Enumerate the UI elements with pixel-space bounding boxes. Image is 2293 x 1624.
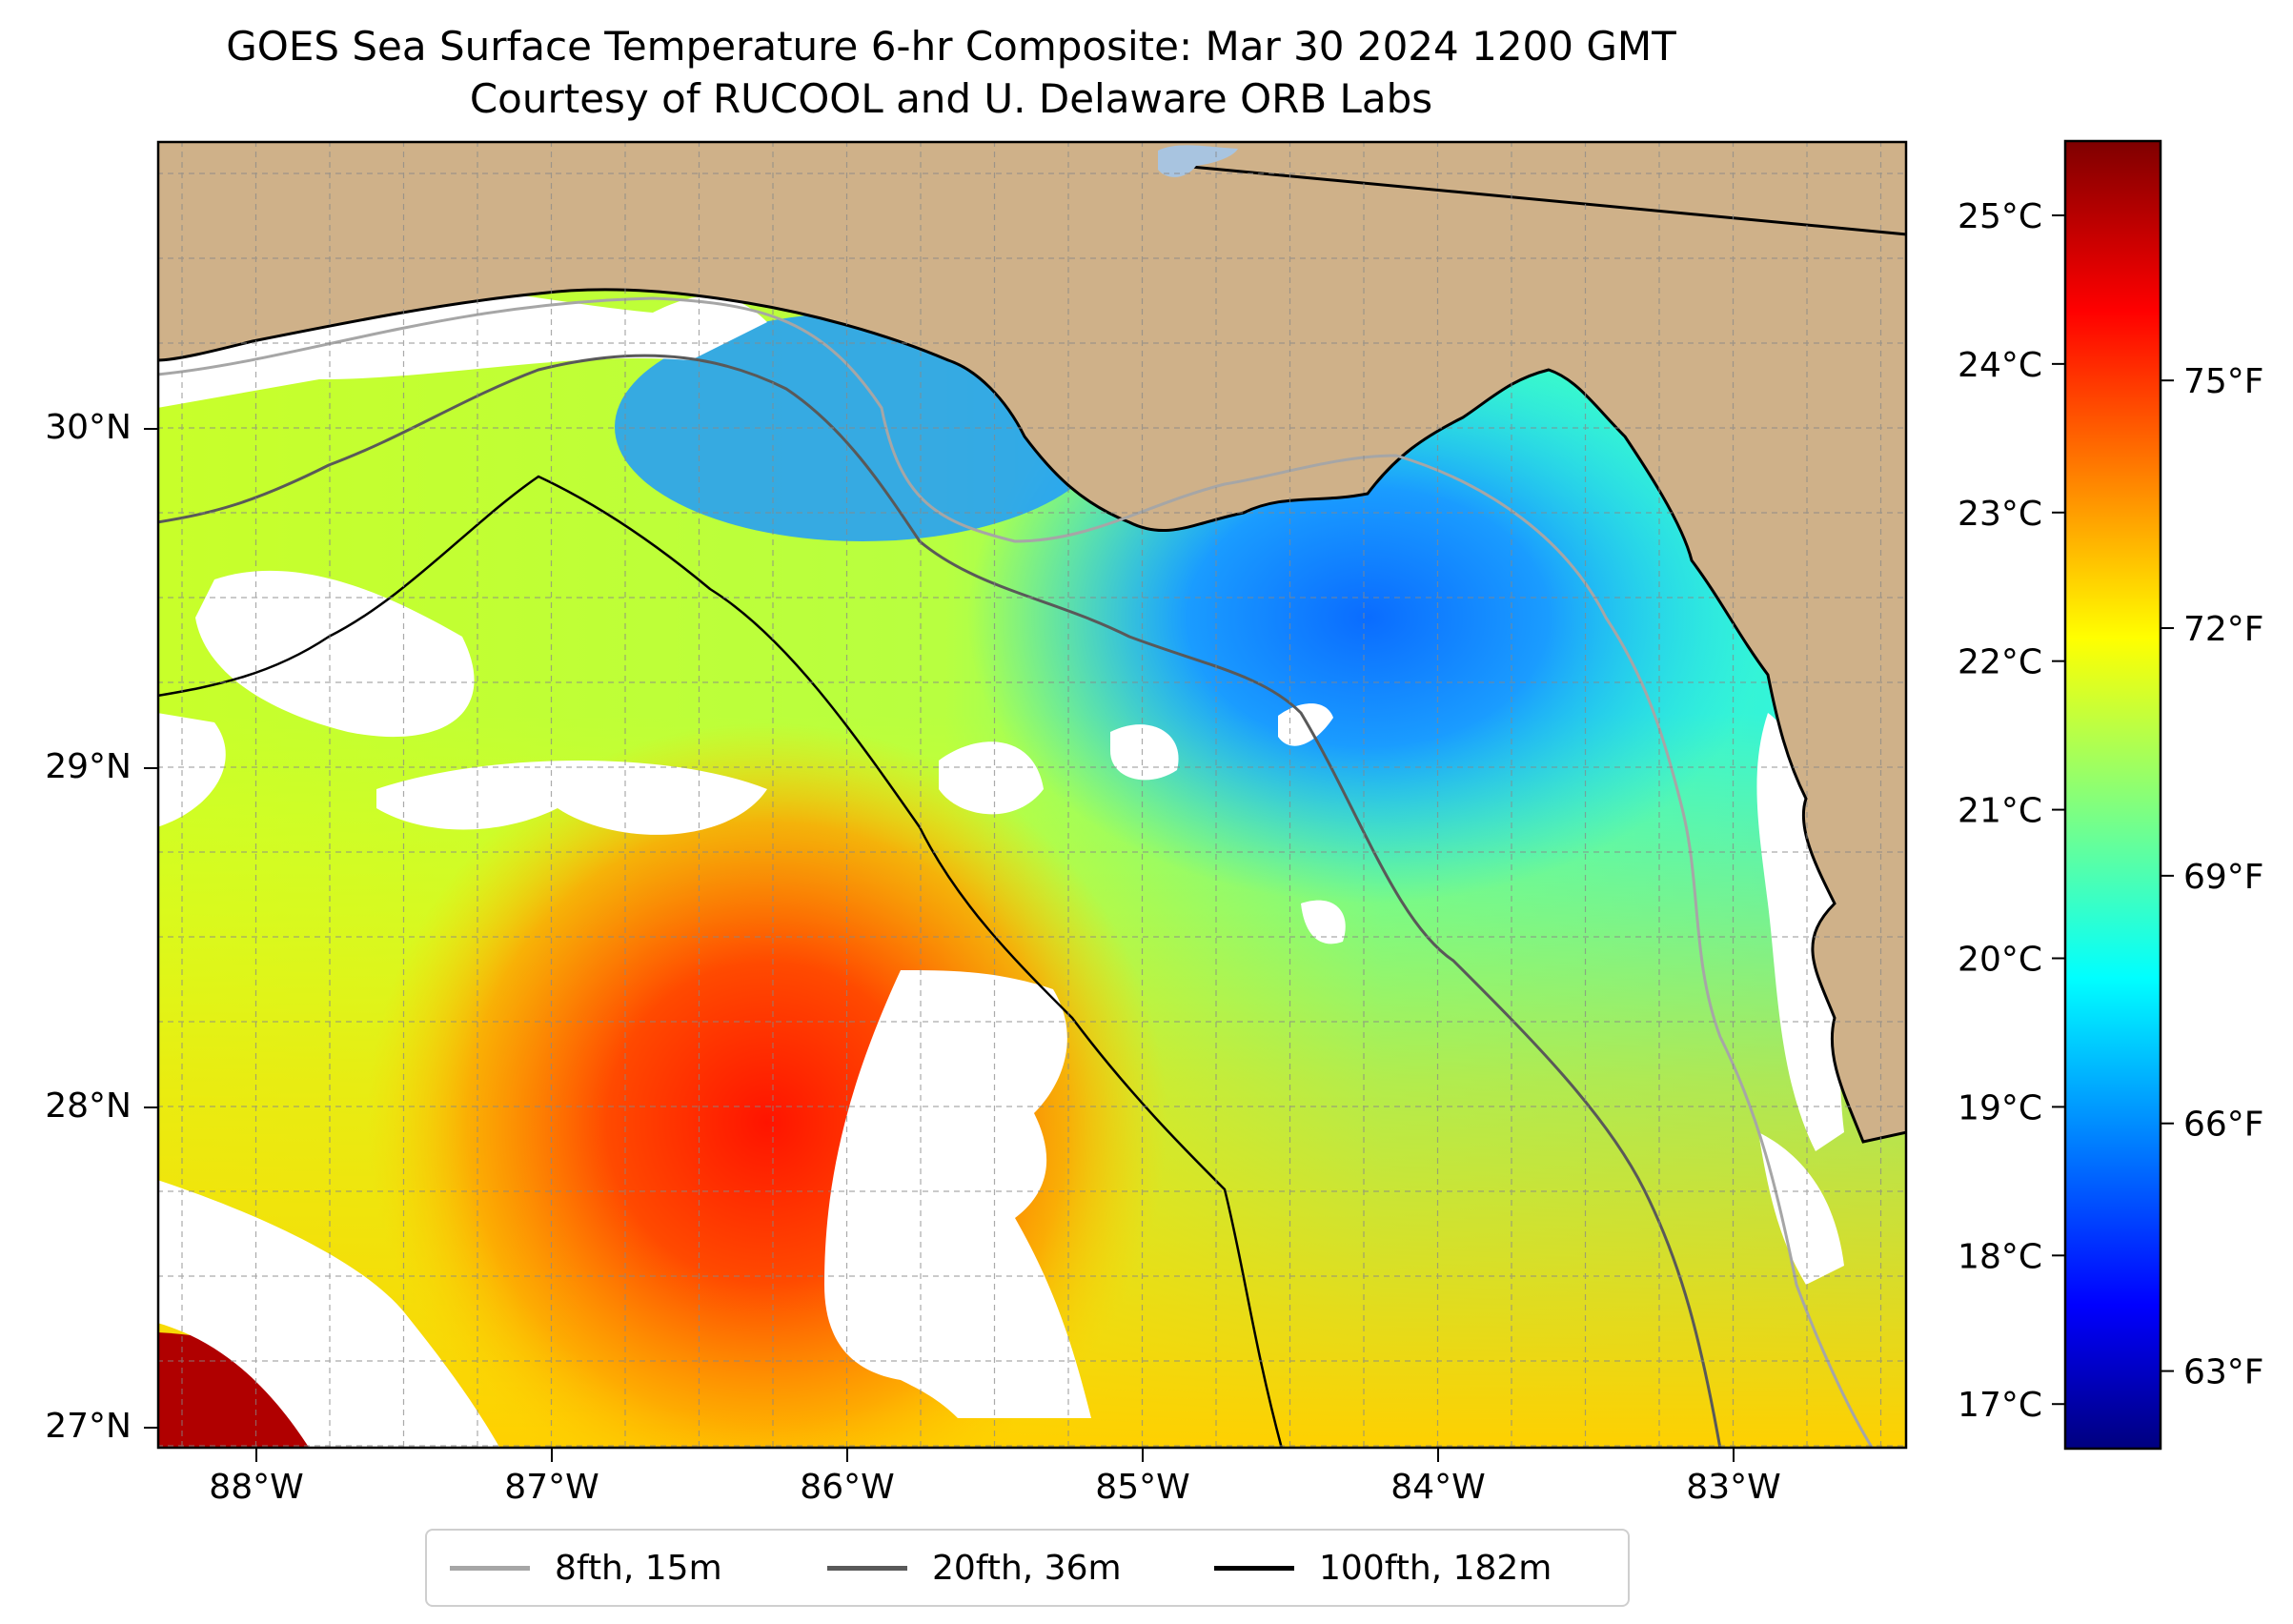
lat-label: 27°N — [45, 1407, 132, 1446]
gridlines — [157, 141, 1907, 1449]
celsius-label: 23°C — [1958, 495, 2042, 534]
chart-subtitle: Courtesy of RUCOOL and U. Delaware ORB L… — [469, 75, 1433, 122]
lon-label: 88°W — [209, 1468, 304, 1507]
celsius-label: 19°C — [1958, 1088, 2042, 1127]
legend-label-20fth: 20fth, 36m — [932, 1548, 1122, 1588]
lat-label: 30°N — [45, 408, 132, 447]
land-mass — [157, 141, 1907, 1144]
lat-label: 28°N — [45, 1086, 132, 1126]
fahrenheit-label: 75°F — [2183, 362, 2264, 401]
colorbar-gradient — [2063, 139, 2162, 1451]
axis-ticks — [144, 428, 1735, 1462]
celsius-label: 18°C — [1958, 1237, 2042, 1276]
fahrenheit-label: 69°F — [2183, 858, 2264, 897]
map-frame — [156, 140, 1908, 1450]
celsius-label: 21°C — [1958, 792, 2042, 831]
legend-item-100fth: 100fth, 182m — [1214, 1531, 1552, 1605]
legend-line-100fth — [1214, 1565, 1294, 1571]
celsius-label: 24°C — [1958, 346, 2042, 385]
lon-label: 84°W — [1390, 1468, 1486, 1507]
celsius-label: 22°C — [1958, 643, 2042, 682]
celsius-label: 20°C — [1958, 941, 2042, 980]
lat-label: 29°N — [45, 747, 132, 786]
lon-label: 85°W — [1095, 1468, 1190, 1507]
legend-line-20fth — [827, 1565, 907, 1571]
legend-label-8fth: 8fth, 15m — [555, 1548, 722, 1588]
celsius-label: 25°C — [1958, 197, 2042, 236]
isobath-legend: 8fth, 15m 20fth, 36m 100fth, 182m — [425, 1529, 1630, 1607]
sst-map — [144, 140, 1908, 1462]
chart-title: GOES Sea Surface Temperature 6-hr Compos… — [226, 23, 1676, 70]
legend-item-8fth: 8fth, 15m — [450, 1531, 722, 1605]
colorbar-fahrenheit-labels: 75°F 72°F 69°F 66°F 63°F — [2161, 362, 2264, 1392]
lon-label: 87°W — [504, 1468, 599, 1507]
fahrenheit-label: 63°F — [2183, 1353, 2264, 1392]
legend-label-100fth: 100fth, 182m — [1319, 1548, 1552, 1588]
lon-label: 86°W — [800, 1468, 895, 1507]
colorbar-celsius-labels: 25°C 24°C 23°C 22°C 21°C 20°C 19°C 18°C 17°C — [1958, 197, 2065, 1425]
state-boundary — [1180, 164, 1907, 236]
fahrenheit-label: 66°F — [2183, 1106, 2264, 1145]
fahrenheit-label: 72°F — [2183, 610, 2264, 649]
lon-label: 83°W — [1686, 1468, 1781, 1507]
lake — [1158, 145, 1238, 177]
legend-item-20fth: 20fth, 36m — [827, 1531, 1122, 1605]
legend-line-8fth — [450, 1565, 530, 1571]
isobaths — [157, 296, 1875, 1449]
celsius-label: 17°C — [1958, 1386, 2042, 1425]
